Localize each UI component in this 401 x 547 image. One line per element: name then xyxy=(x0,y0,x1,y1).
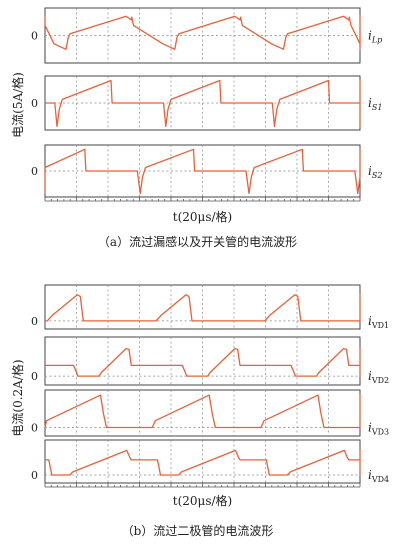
zero-label: 0 xyxy=(31,165,38,178)
series-label: iS2 xyxy=(368,164,382,180)
trace-i-s1: 0 iS1 xyxy=(31,75,382,131)
series-label: iVD4 xyxy=(368,468,389,484)
series-label: iVD3 xyxy=(368,420,389,436)
waveform-i-vd4 xyxy=(45,449,361,476)
trace-i-lp: 0 iLp xyxy=(31,7,382,64)
series-label: iS1 xyxy=(368,96,382,112)
zero-label: 0 xyxy=(31,30,38,43)
panel-a: 0 iLp 0 iS1 0 iS2 t(20μs/格) 电流(5A/格) （a）流过漏感以及开关… xyxy=(10,7,382,249)
zero-label: 0 xyxy=(31,315,38,328)
trace-i-vd2: 0 iVD2 xyxy=(31,336,389,386)
trace-i-vd3: 0 iVD3 xyxy=(31,389,389,437)
panel-caption: （b）流过二极管的电流波形 xyxy=(122,523,274,538)
trace-i-vd1: 0 iVD1 xyxy=(31,284,389,330)
trace-i-s2: 0 iS2 xyxy=(31,144,382,198)
x-axis-label: t(20μs/格) xyxy=(173,493,232,508)
panel-b: 0 iVD1 0 iVD2 0 iVD3 0 iVD4 t(20μs/格) 电流(0.2A/格) （… xyxy=(10,284,389,538)
trace-i-vd4: 0 iVD4 xyxy=(31,439,389,484)
y-axis-label: 电流(5A/格) xyxy=(10,72,25,138)
zero-label: 0 xyxy=(31,97,38,110)
x-axis-label: t(20μs/格) xyxy=(173,209,232,224)
waveform-i-s1 xyxy=(45,79,361,128)
waveform-i-vd2 xyxy=(45,347,361,377)
zero-label: 0 xyxy=(31,370,38,383)
waveform-i-vd1 xyxy=(45,294,361,322)
series-label: iVD1 xyxy=(368,314,389,330)
panel-caption: （a）流过漏感以及开关管的电流波形 xyxy=(98,234,297,249)
series-label: iVD2 xyxy=(368,369,389,385)
waveform-i-s2 xyxy=(44,148,361,195)
waveform-i-vd3 xyxy=(44,394,361,429)
zero-label: 0 xyxy=(31,421,38,434)
waveform-i-lp xyxy=(44,15,361,50)
zero-label: 0 xyxy=(31,469,38,482)
series-label: iLp xyxy=(368,29,382,45)
y-axis-label: 电流(0.2A/格) xyxy=(10,359,25,436)
